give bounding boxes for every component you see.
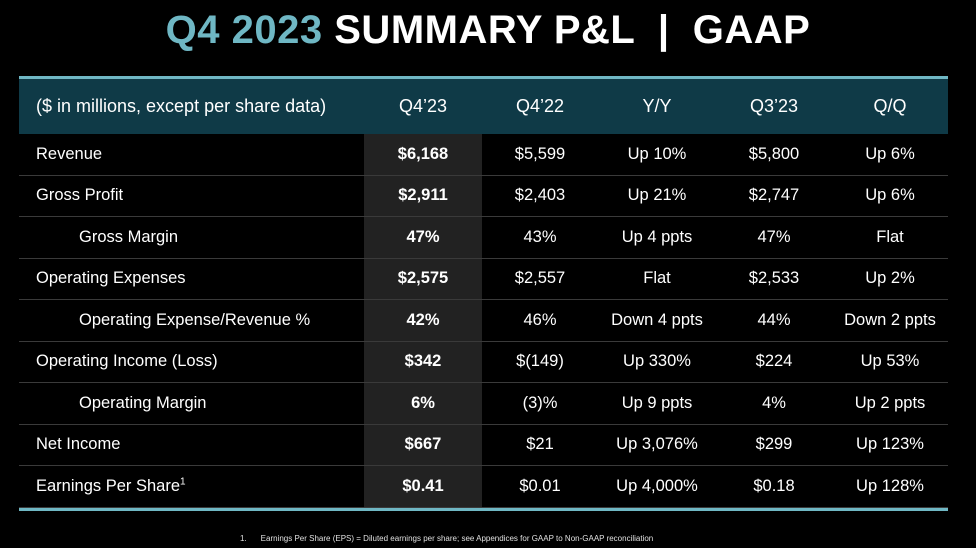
row-label: Net Income [36,435,121,454]
title-rest: SUMMARY P&L | GAAP [322,8,811,52]
cell-qq: Up 6% [865,186,915,205]
footnote-ref: 1 [180,476,186,488]
table-row: Operating Income (Loss) $342 $(149) Up 3… [19,341,948,383]
cell-q3-23: $2,533 [748,269,800,288]
row-label: Earnings Per Share1 [19,477,364,496]
header-yy: Y/Y [642,96,672,116]
cell-q4-22: 46% [523,310,557,329]
row-label: Operating Margin [79,393,207,412]
cell-q3-23: 4% [762,393,786,412]
footnote-number: 1. [240,534,247,543]
cell-q4-22: $0.01 [519,476,561,495]
cell-q4-22: $(149) [516,352,564,371]
cell-qq: Down 2 ppts [844,310,936,329]
cell-q3-23: 47% [757,227,791,246]
cell-q4-23: 47% [364,217,482,258]
cell-qq: Up 6% [865,144,915,163]
cell-q4-23: $2,911 [364,175,482,216]
cell-q3-23: $0.18 [753,476,795,495]
row-label: Operating Income (Loss) [36,352,218,371]
table-row: Operating Expense/Revenue % 42% 46% Down… [19,300,948,342]
cell-yy: Up 330% [623,352,691,371]
table-row: Operating Margin 6% (3)% Up 9 ppts 4% Up… [19,383,948,425]
table-top-rule [19,76,948,79]
cell-yy: Up 3,076% [616,435,698,454]
table-row: Gross Profit $2,911 $2,403 Up 21% $2,747… [19,175,948,217]
table-row: Earnings Per Share1 $0.41 $0.01 Up 4,000… [19,466,948,508]
header-q4-23: Q4’23 [398,96,448,116]
row-label: Revenue [36,144,103,163]
cell-q4-23: 6% [364,383,482,424]
cell-qq: Up 2% [865,269,915,288]
footnote-text: Earnings Per Share (EPS) = Diluted earni… [260,534,654,543]
cell-q4-22: 43% [523,227,557,246]
cell-q3-23: $5,800 [748,144,800,163]
table-bottom-rule [19,507,948,511]
header-qq: Q/Q [873,96,907,116]
cell-yy: Down 4 ppts [611,310,703,329]
row-label-text: Earnings Per Share [36,476,180,495]
cell-q3-23: $299 [755,435,793,454]
table-row: Gross Margin 47% 43% Up 4 ppts 47% Flat [19,217,948,259]
row-label: Operating Expenses [36,269,186,288]
cell-yy: Up 4,000% [616,476,698,495]
table-header: ($ in millions, except per share data) Q… [19,79,948,134]
cell-yy: Up 9 ppts [621,393,693,412]
cell-q4-22: $2,557 [514,269,566,288]
cell-yy: Flat [643,269,671,288]
cell-q4-22: $21 [526,435,554,454]
table-row: Revenue $6,168 $5,599 Up 10% $5,800 Up 6… [19,134,948,176]
header-q3-23: Q3’23 [749,96,799,116]
cell-q4-23: $342 [364,341,482,382]
cell-yy: Up 10% [627,144,687,163]
cell-q4-22: $5,599 [514,144,566,163]
row-label: Gross Profit [36,186,124,205]
table-row: Operating Expenses $2,575 $2,557 Flat $2… [19,258,948,300]
table-row: Net Income $667 $21 Up 3,076% $299 Up 12… [19,424,948,466]
pl-table: ($ in millions, except per share data) Q… [19,76,948,511]
cell-qq: Up 128% [856,476,924,495]
cell-q4-23: $667 [364,424,482,465]
cell-q3-23: $224 [755,352,793,371]
cell-qq: Up 123% [856,435,924,454]
row-label: Operating Expense/Revenue % [79,310,311,329]
title-accent: Q4 2023 [165,8,323,52]
cell-yy: Up 21% [627,186,687,205]
header-q4-22: Q4’22 [515,96,565,116]
cell-yy: Up 4 ppts [621,227,693,246]
cell-q4-23: 42% [364,300,482,341]
footnote: 1. Earnings Per Share (EPS) = Diluted ear… [240,534,653,543]
cell-q4-23: $6,168 [364,134,482,175]
cell-qq: Flat [876,227,904,246]
header-label: ($ in millions, except per share data) [36,96,327,116]
cell-qq: Up 2 ppts [854,393,926,412]
cell-q4-23: $2,575 [364,258,482,299]
cell-q3-23: $2,747 [748,186,800,205]
cell-qq: Up 53% [860,352,920,371]
row-label: Gross Margin [79,227,179,246]
cell-q4-22: (3)% [522,393,558,412]
cell-q4-22: $2,403 [514,186,566,205]
cell-q3-23: 44% [757,310,791,329]
slide-title: Q4 2023 SUMMARY P&L | GAAP [0,2,976,58]
cell-q4-23: $0.41 [364,466,482,507]
